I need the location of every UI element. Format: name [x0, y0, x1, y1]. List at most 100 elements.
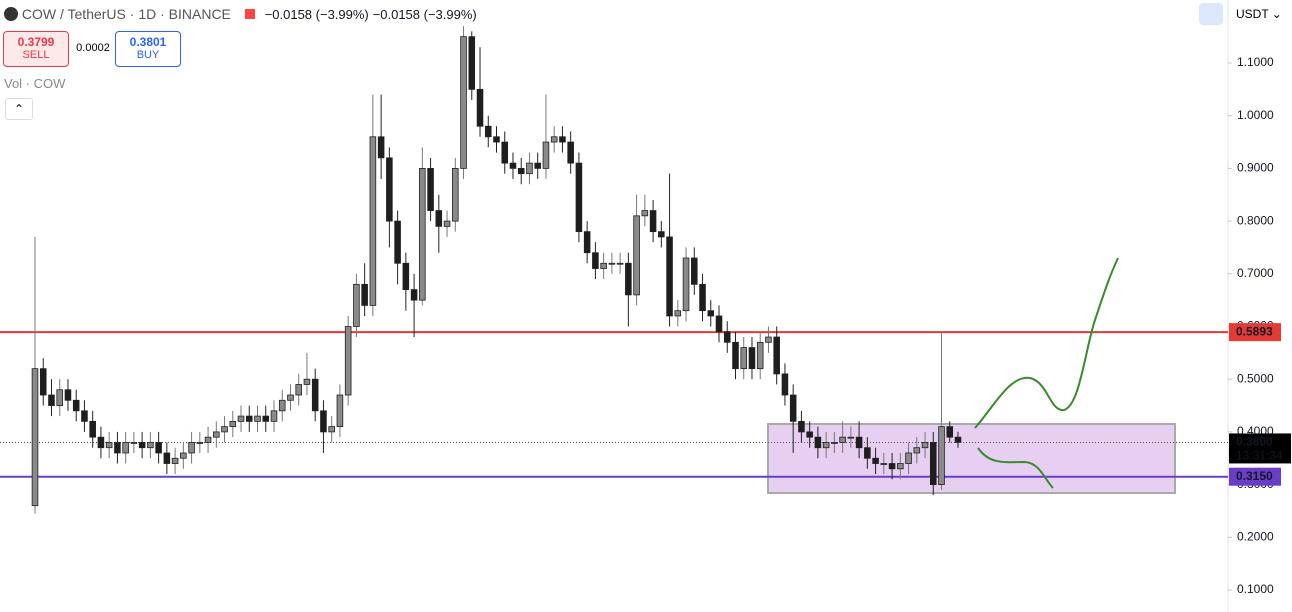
candle-body — [707, 310, 715, 317]
candle-body — [715, 315, 723, 333]
candle-body — [748, 347, 756, 370]
currency[interactable]: USDT ⌄ — [1236, 7, 1282, 21]
y-tick-label: 0.5000 — [1237, 371, 1274, 385]
sell-button[interactable]: 0.3799 SELL — [3, 31, 69, 67]
candle-body — [550, 136, 558, 143]
candle-body — [872, 457, 879, 464]
candle-body — [287, 394, 294, 401]
candle-body — [567, 141, 574, 164]
candle-body — [765, 336, 772, 343]
candle-body — [732, 341, 739, 370]
candle-body — [691, 257, 698, 285]
header: COW / TetherUS · 1D · BINANCE −0.0158 (−… — [4, 6, 477, 22]
buy-label: BUY — [136, 49, 160, 61]
candle-body — [452, 167, 459, 222]
price-label: 0.5893 — [1236, 324, 1273, 338]
candle-body — [880, 463, 888, 465]
currency-label: USDT — [1236, 7, 1269, 21]
change: −0.0158 (−3.99%) — [372, 7, 477, 22]
candle-body — [855, 436, 863, 449]
candle-body — [682, 257, 690, 312]
candle-body — [888, 463, 896, 470]
candle-body — [39, 368, 47, 396]
candle-body — [509, 162, 517, 169]
candle-body — [229, 420, 237, 428]
candle-body — [517, 167, 525, 175]
candle-body — [443, 220, 451, 227]
candle-body — [410, 289, 418, 301]
candle-body — [221, 426, 228, 433]
candle-body — [559, 136, 566, 143]
drawing-down — [977, 447, 1054, 489]
drawing-up — [974, 257, 1119, 429]
candle-body — [361, 283, 368, 306]
candle-body — [798, 420, 805, 433]
candle-body — [427, 167, 434, 211]
candle-body — [122, 442, 129, 454]
candle-body — [575, 162, 583, 233]
candle-body — [847, 436, 855, 439]
candle-body — [163, 452, 171, 464]
candle-body — [674, 310, 682, 317]
candle-body — [649, 210, 657, 233]
candle-body — [155, 442, 162, 454]
candle-body — [254, 415, 261, 422]
candle-body — [270, 410, 278, 422]
candle-body — [97, 436, 105, 449]
candle-body — [278, 399, 286, 412]
price-label-box — [1229, 467, 1281, 486]
collapse-button[interactable]: ⌃ — [5, 98, 33, 120]
candle-body — [138, 442, 146, 449]
y-tick-label: 0.1000 — [1237, 582, 1274, 596]
candle-body — [188, 442, 195, 454]
candle-body — [616, 262, 624, 265]
candle-body — [773, 336, 780, 375]
candle-body — [394, 220, 401, 264]
candle-body — [237, 415, 245, 422]
candle-body — [905, 452, 912, 464]
volume-label: Vol · COW — [4, 76, 66, 91]
candle-body — [583, 231, 591, 254]
candle-body — [781, 373, 789, 396]
candle-body — [493, 136, 500, 143]
candle-body — [756, 341, 764, 370]
candle-body — [377, 136, 385, 159]
flag[interactable] — [244, 9, 255, 19]
candle-body — [600, 262, 607, 269]
candle-body — [839, 436, 846, 443]
candle-body — [64, 389, 72, 401]
candle-body — [171, 457, 179, 464]
candle-body — [435, 210, 443, 227]
candle-body — [386, 157, 393, 222]
candle-body — [31, 368, 39, 507]
candle-body — [938, 426, 945, 486]
candle-body — [295, 384, 302, 396]
candle-body — [213, 431, 220, 438]
price-label-box — [1229, 323, 1281, 342]
candle-body — [526, 162, 533, 175]
candle-body — [913, 447, 921, 454]
candle-body — [419, 167, 426, 301]
buy-button[interactable]: 0.3801 BUY — [115, 31, 181, 67]
sell-price: 0.3799 — [17, 35, 55, 49]
candle-body — [353, 283, 360, 327]
countdown: 13:31:34 — [1236, 449, 1283, 463]
candle-body — [625, 262, 632, 296]
candle-body — [180, 452, 187, 459]
zone — [767, 422, 1176, 495]
candle-body — [369, 136, 377, 306]
candle-body — [633, 215, 640, 296]
candle-body — [921, 442, 929, 449]
y-tick-label: 0.8000 — [1237, 213, 1274, 227]
screenshot-button[interactable] — [1199, 3, 1223, 25]
candle-body — [468, 36, 476, 90]
candle-body — [608, 262, 616, 265]
y-tick-label: 1.1000 — [1237, 55, 1274, 69]
candle-body — [954, 436, 962, 443]
last-price-label: 0.3800 — [1236, 435, 1273, 449]
candle-body — [460, 36, 467, 169]
candle-body — [81, 410, 88, 422]
candle-body — [336, 394, 344, 428]
